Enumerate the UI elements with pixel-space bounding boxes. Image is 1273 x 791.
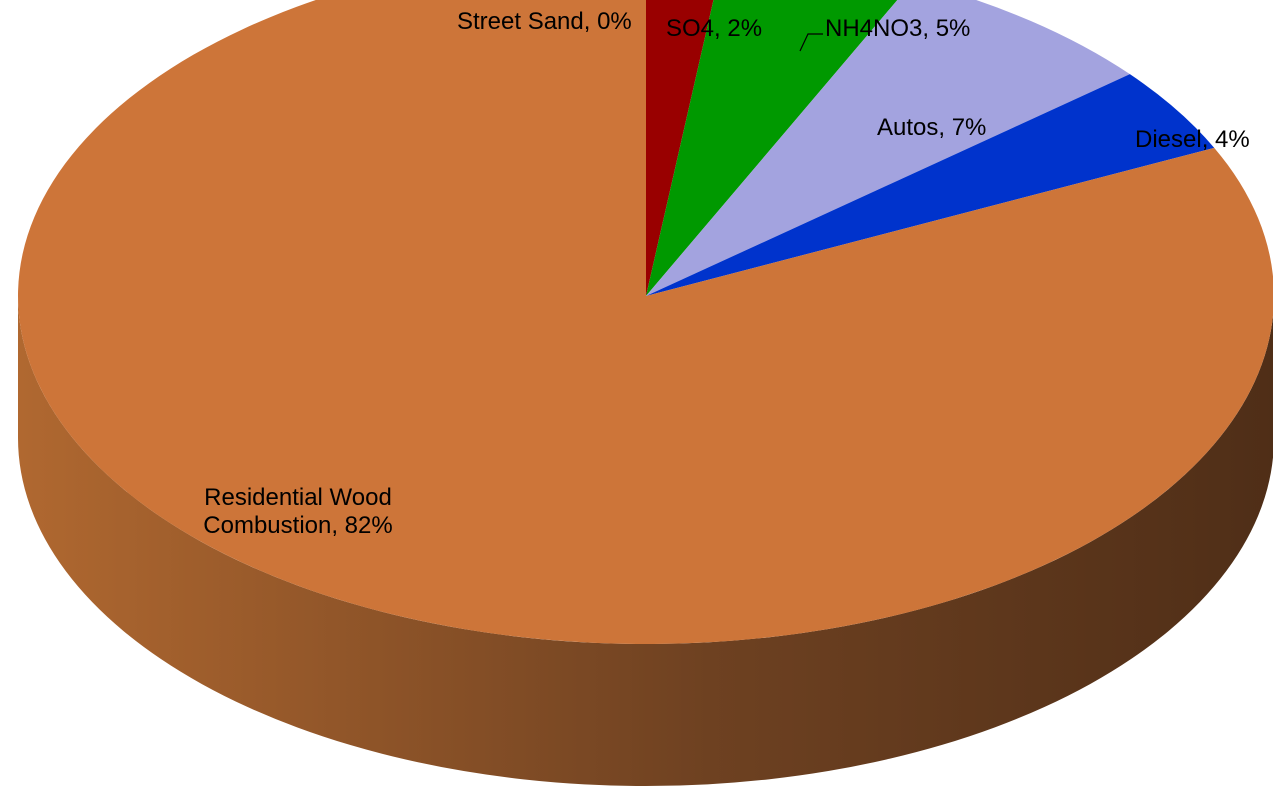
pie-slice-residential-wood-combustion [18,0,1273,644]
slice-label-street-sand: Street Sand, 0% [457,8,632,35]
slice-label-so4: SO4, 2% [666,15,762,42]
nh4no3-leader-line [799,33,823,52]
slice-label-autos: Autos, 7% [877,114,986,141]
slice-label-diesel: Diesel, 4% [1135,126,1250,153]
pie-slices [18,0,1273,644]
pie-slice-diesel [646,74,1215,297]
pie-side-residential-wood [18,296,1273,786]
slice-label-residential-wood-line1: Residential Wood [204,484,392,511]
pie-side-wall [18,296,1273,786]
pie-slice-nh4no3 [646,0,898,296]
slice-label-nh4no3: NH4NO3, 5% [825,15,970,42]
pie-labels: Street Sand, 0% SO4, 2% NH4NO3, 5% Autos… [203,8,1249,539]
pie-slice-autos [646,0,1130,296]
slice-label-residential-wood-line2: Combustion, 82% [203,512,392,539]
